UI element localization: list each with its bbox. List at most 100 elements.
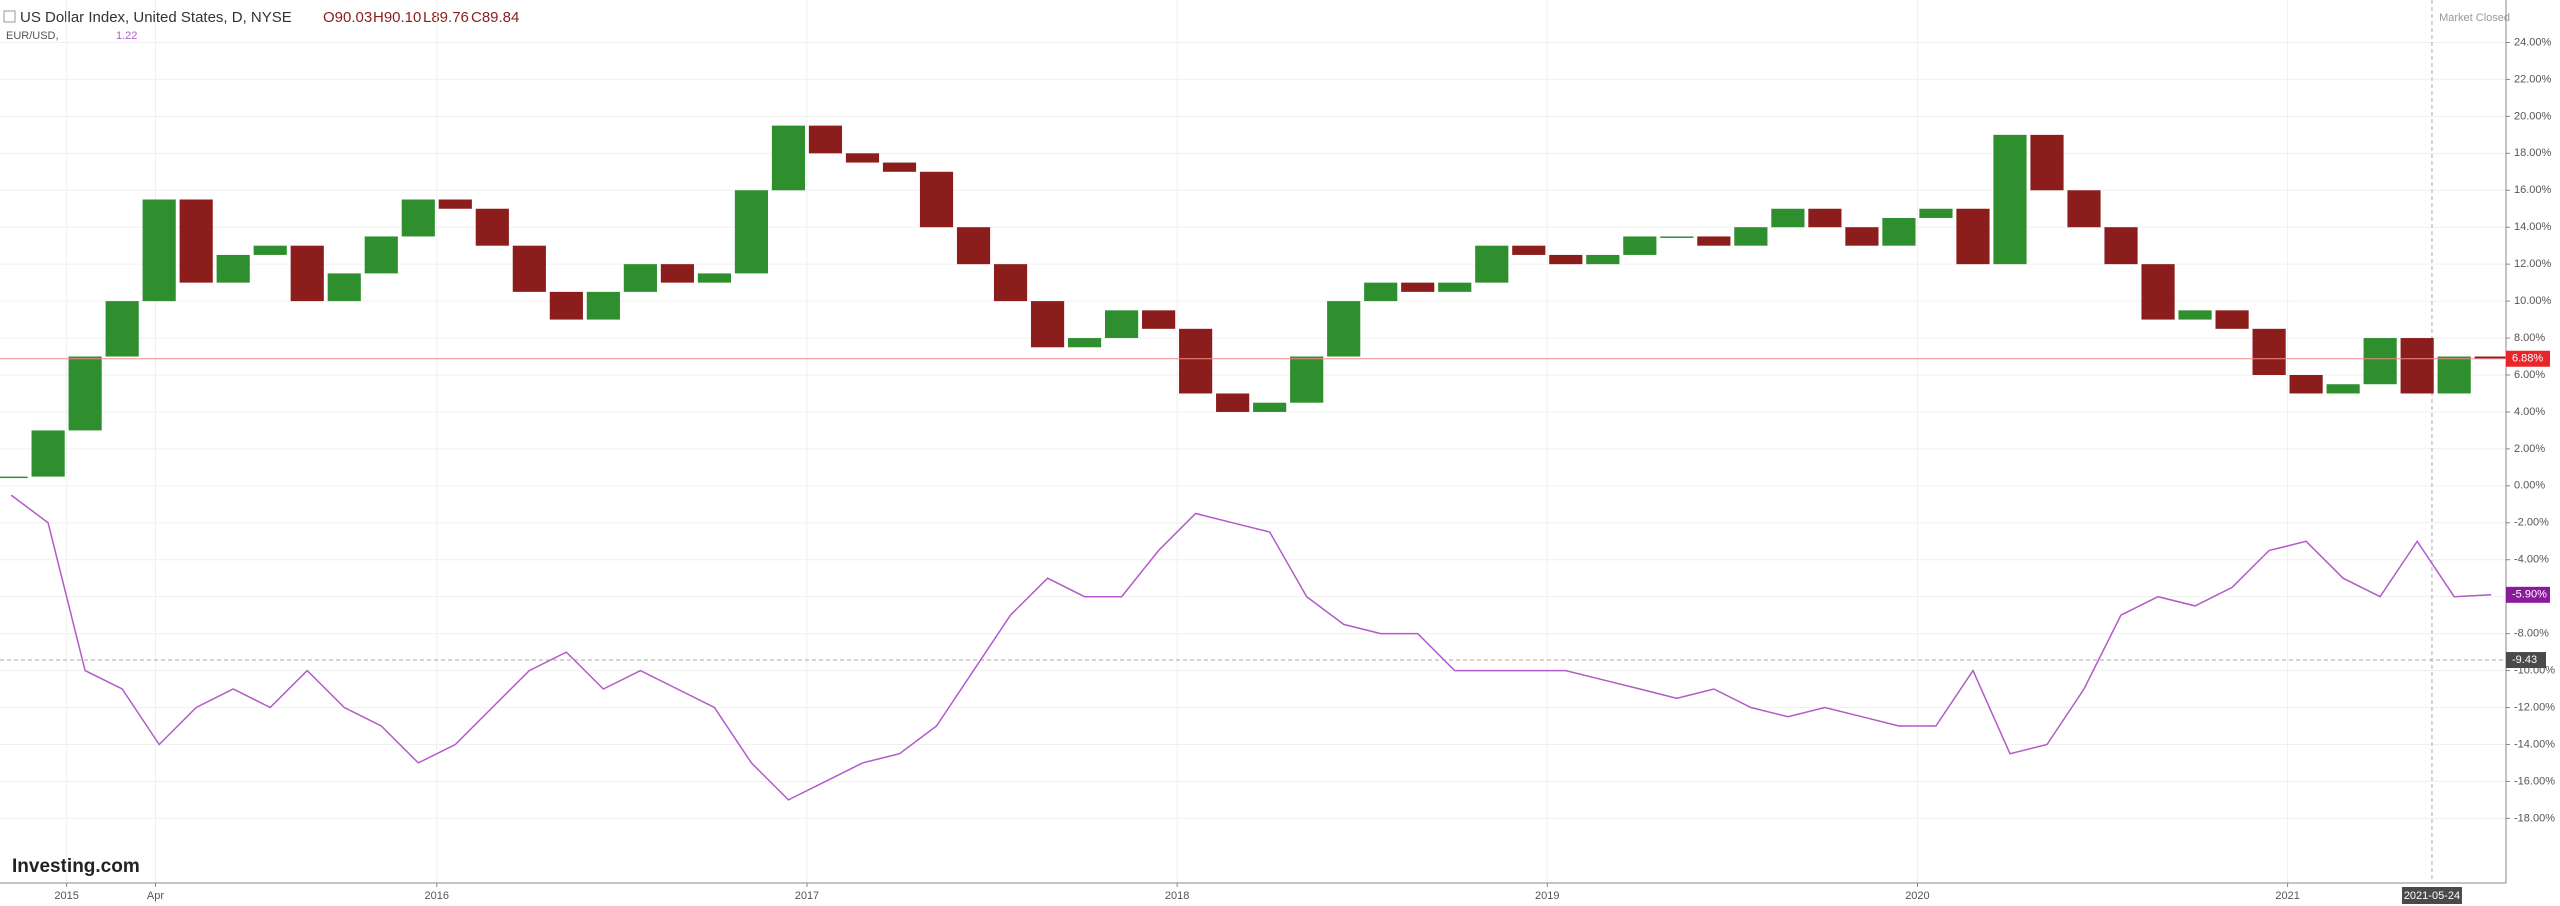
candle: [2289, 374, 2323, 394]
candle: [2178, 310, 2212, 320]
candle: [808, 125, 843, 154]
candle: [1179, 328, 1213, 394]
candle: [1623, 236, 1657, 255]
x-tick-label: 2015: [54, 890, 78, 902]
market-status: Market Closed: [2439, 12, 2510, 24]
y-tick-label: -14.00%: [2514, 738, 2555, 750]
candle: [1030, 301, 1065, 348]
candle: [2326, 384, 2360, 394]
candle: [438, 199, 472, 209]
candle: [1549, 254, 1583, 265]
candle: [1845, 227, 1879, 246]
candle: [1290, 356, 1324, 403]
y-tick-label: -16.00%: [2514, 775, 2555, 787]
compare-label: EUR/USD,: [6, 30, 59, 42]
candle: [1105, 310, 1139, 339]
candle: [2141, 264, 2175, 320]
y-tick-label: 14.00%: [2514, 221, 2552, 233]
y-tick-label: 10.00%: [2514, 295, 2552, 307]
candle: [2474, 356, 2508, 359]
collapse-icon[interactable]: [3, 10, 16, 23]
candle: [68, 356, 102, 431]
candle: [1364, 282, 1398, 302]
candle: [734, 190, 769, 274]
candle: [549, 291, 583, 320]
candle: [364, 236, 398, 274]
last-price-label: -5.90%: [2512, 589, 2547, 601]
last-price-label: 6.88%: [2512, 353, 2543, 365]
x-tick-label: Apr: [147, 890, 164, 902]
candle: [105, 301, 139, 357]
candle: [1512, 245, 1546, 255]
candle: [1697, 236, 1731, 246]
candle: [31, 430, 65, 477]
candle: [1734, 227, 1768, 246]
last-price-box: [2506, 586, 2550, 603]
y-tick-label: 8.00%: [2514, 332, 2545, 344]
line: [10, 494, 2492, 801]
y-tick-label: 16.00%: [2514, 184, 2552, 196]
candle: [1993, 134, 2027, 265]
y-tick-label: 2.00%: [2514, 443, 2545, 455]
candle: [512, 245, 546, 292]
candle: [919, 171, 954, 228]
candle: [1586, 254, 1620, 265]
candle: [1327, 301, 1361, 357]
candle: [179, 199, 213, 283]
candle: [0, 476, 28, 479]
y-tick-label: -18.00%: [2514, 812, 2555, 824]
candle: [1401, 282, 1435, 292]
candle: [2104, 227, 2138, 265]
candle: [1253, 402, 1287, 412]
candle: [956, 227, 991, 265]
candle: [253, 245, 287, 255]
x-tick-label: 2017: [795, 890, 819, 902]
x-tick-label: 2016: [425, 890, 449, 902]
y-tick-label: 20.00%: [2514, 110, 2552, 122]
candle: [2215, 310, 2249, 329]
compare-value: 1.22: [116, 30, 137, 42]
candle: [2067, 190, 2101, 228]
candle: [2437, 356, 2471, 394]
candle: [623, 264, 657, 292]
candle: [1142, 310, 1176, 329]
candle: [2400, 338, 2434, 394]
candle: [1771, 208, 1805, 228]
candle: [401, 199, 435, 237]
x-tick-label: 2019: [1535, 890, 1559, 902]
last-price-box: [2506, 350, 2550, 367]
candle: [697, 273, 731, 283]
candle: [475, 208, 509, 246]
x-tick-label: 2020: [1905, 890, 1929, 902]
y-tick-label: -8.00%: [2514, 628, 2549, 640]
crosshair-x-label: 2021-05-24: [2404, 890, 2460, 902]
ohlc-close: C89.84: [471, 9, 519, 26]
plot: [0, 0, 2508, 883]
crosshair-y-label: -9.43: [2512, 654, 2537, 666]
candle: [1956, 208, 1990, 265]
candle: [2030, 134, 2064, 191]
candle: [660, 264, 694, 283]
y-tick-label: 0.00%: [2514, 480, 2545, 492]
candle: [327, 273, 361, 302]
y-tick-label: 12.00%: [2514, 258, 2552, 270]
y-tick-label: -4.00%: [2514, 554, 2549, 566]
y-tick-label: 4.00%: [2514, 406, 2545, 418]
ohlc-low: L89.76: [423, 9, 469, 26]
candle: [2363, 338, 2397, 385]
x-tick-label: 2021: [2275, 890, 2299, 902]
candle: [1808, 208, 1842, 228]
y-tick-label: 22.00%: [2514, 73, 2552, 85]
crosshair-y-box: [2506, 652, 2546, 669]
y-tick-label: 18.00%: [2514, 147, 2552, 159]
candle: [771, 125, 806, 191]
crosshair-x-box: [2401, 887, 2462, 904]
candle: [882, 162, 917, 172]
candle: [2252, 328, 2286, 375]
y-tick-label: 24.00%: [2514, 36, 2552, 48]
candle: [1067, 338, 1102, 348]
candle: [1216, 393, 1250, 412]
y-tick-label: -2.00%: [2514, 517, 2549, 529]
